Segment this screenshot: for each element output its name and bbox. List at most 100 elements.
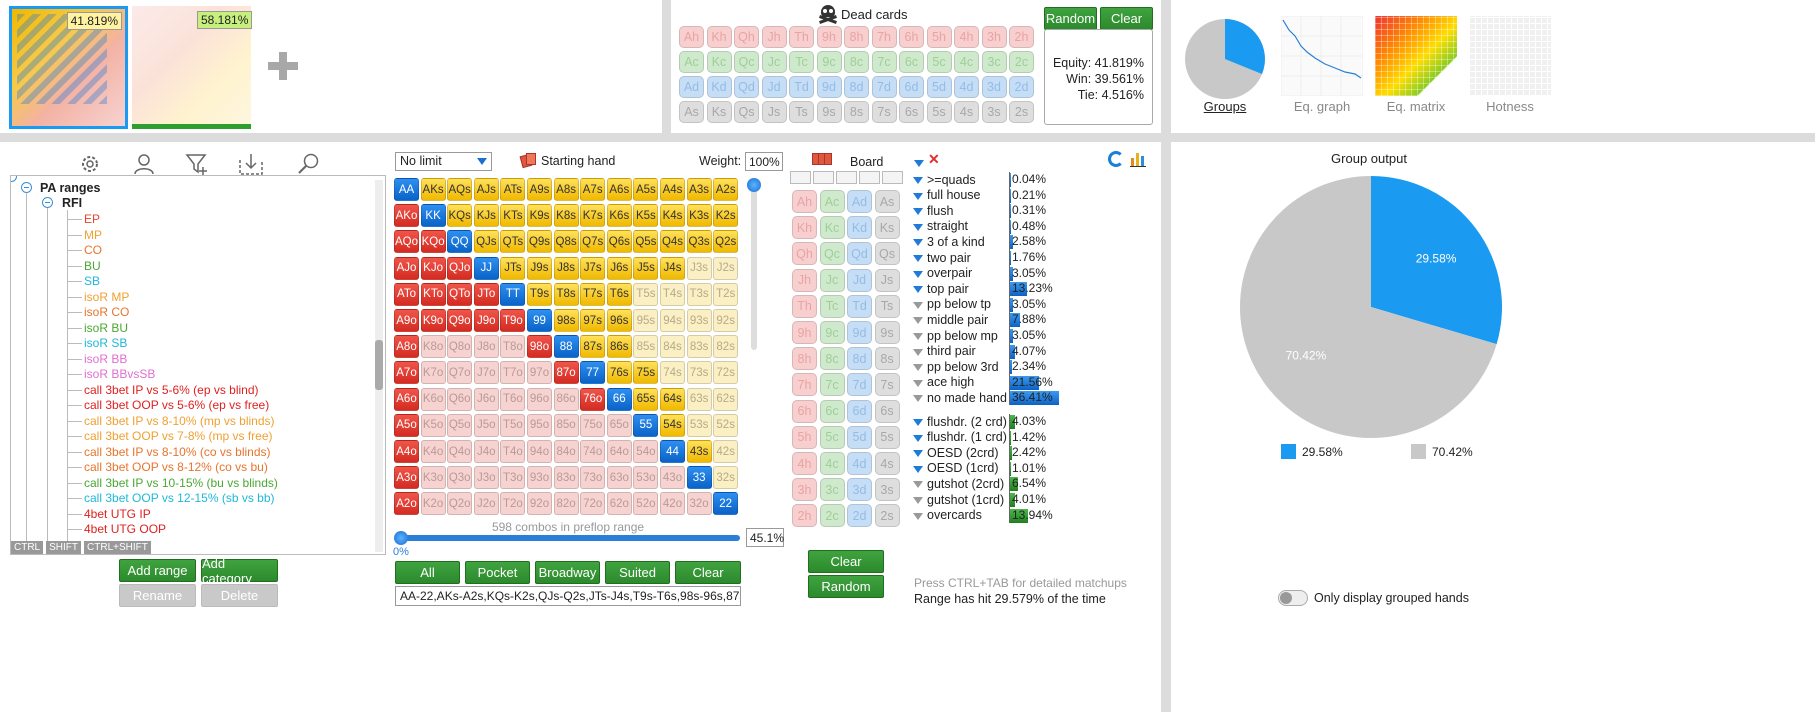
board-card[interactable]: 2h xyxy=(792,504,817,528)
matrix-cell[interactable]: 42s xyxy=(713,440,739,463)
matrix-cell[interactable]: 75o xyxy=(580,413,606,437)
matrix-cell[interactable]: 52s xyxy=(713,413,739,437)
matrix-cell[interactable]: T8o xyxy=(500,335,526,359)
range-thumbnail-2[interactable]: 58.181% xyxy=(132,6,253,129)
dead-card[interactable]: Kd xyxy=(706,76,732,98)
matrix-cell[interactable]: KQs xyxy=(447,204,473,228)
stat-row[interactable]: third pair xyxy=(913,344,976,359)
matrix-cell[interactable]: Q6o xyxy=(447,387,473,411)
board-card[interactable]: Jh xyxy=(792,268,817,292)
board-card[interactable]: 4h xyxy=(792,452,817,475)
board-card[interactable]: Qs xyxy=(874,242,900,266)
matrix-cell[interactable]: A4o xyxy=(394,440,419,463)
matrix-cell[interactable]: 95o xyxy=(527,413,552,437)
matrix-cell[interactable]: Q4o xyxy=(447,440,473,463)
matrix-cell[interactable]: 93o xyxy=(527,466,552,490)
board-card[interactable]: Td xyxy=(847,294,872,318)
eq-graph-thumbnail[interactable] xyxy=(1280,15,1364,97)
matrix-cell[interactable]: J7o xyxy=(473,361,499,385)
matrix-cell[interactable]: 43s xyxy=(686,440,712,463)
filter-icon[interactable] xyxy=(914,154,926,167)
dead-card[interactable]: As xyxy=(679,101,704,123)
matrix-cell[interactable]: T5s xyxy=(633,282,659,306)
matrix-cell[interactable]: K9s xyxy=(527,204,552,228)
filter-icon[interactable] xyxy=(913,481,923,489)
tree-item-range[interactable]: BU xyxy=(84,258,101,273)
matrix-cell[interactable]: Q2s xyxy=(713,230,739,254)
eq-matrix-thumbnail[interactable] xyxy=(1375,16,1457,96)
matrix-cell[interactable]: 97s xyxy=(580,309,606,332)
tree-item-range[interactable]: MP xyxy=(84,227,102,242)
matrix-cell[interactable]: 98o xyxy=(527,335,552,359)
matrix-cell[interactable]: 64s xyxy=(660,387,685,411)
matrix-cell[interactable]: K5o xyxy=(420,413,446,437)
stat-row[interactable]: overpair xyxy=(913,266,972,281)
board-card[interactable]: 7d xyxy=(847,373,872,397)
only-grouped-toggle[interactable] xyxy=(1278,590,1308,606)
suited-button[interactable]: Suited xyxy=(605,561,670,584)
broadway-button[interactable]: Broadway xyxy=(535,561,600,584)
tab-eq-graph[interactable]: Eq. graph xyxy=(1293,99,1351,114)
matrix-cell[interactable]: J9s xyxy=(527,256,552,280)
filter-icon[interactable] xyxy=(913,208,923,216)
matrix-cell[interactable]: 32s xyxy=(713,466,739,490)
dead-card[interactable]: 7s xyxy=(871,101,897,123)
dead-card[interactable]: 5c xyxy=(926,51,952,73)
matrix-cell[interactable]: AQs xyxy=(447,178,473,201)
tree-scrollbar[interactable] xyxy=(375,180,383,552)
board-card[interactable]: 6d xyxy=(847,399,872,423)
dead-card[interactable]: 7c xyxy=(871,51,897,73)
tree-collapse-icon[interactable] xyxy=(11,176,17,182)
filter-icon[interactable] xyxy=(913,286,923,294)
matrix-cell[interactable]: 22 xyxy=(713,492,739,516)
matrix-cell[interactable]: 74o xyxy=(580,440,606,463)
board-card[interactable]: 5d xyxy=(847,425,872,449)
matrix-cell[interactable]: QQ xyxy=(447,230,473,254)
board-card[interactable]: 7c xyxy=(819,373,845,397)
range-thumbnail-1[interactable]: 41.819% xyxy=(9,6,128,129)
matrix-cell[interactable]: T7o xyxy=(500,361,526,385)
filter-icon[interactable] xyxy=(913,395,923,403)
matrix-cell[interactable]: J5o xyxy=(473,413,499,437)
stat-row[interactable]: gutshot (1crd) xyxy=(913,492,1004,507)
matrix-cell[interactable]: Q2o xyxy=(447,492,473,516)
filter-icon[interactable] xyxy=(913,512,923,520)
matrix-cell[interactable]: 94o xyxy=(527,440,552,463)
matrix-cell[interactable]: A9o xyxy=(394,309,419,332)
matrix-cell[interactable]: A6o xyxy=(394,387,419,411)
dead-card[interactable]: 5d xyxy=(926,76,952,98)
matrix-cell[interactable]: T7s xyxy=(580,282,606,306)
matrix-cell[interactable]: KJo xyxy=(420,256,446,280)
matrix-cell[interactable]: 86o xyxy=(553,387,579,411)
matrix-cell[interactable]: 65s xyxy=(633,387,659,411)
matrix-cell[interactable]: 83s xyxy=(686,335,712,359)
matrix-cell[interactable]: J5s xyxy=(633,256,659,280)
matrix-cell[interactable]: A9s xyxy=(527,178,552,201)
matrix-cell[interactable]: A2s xyxy=(713,178,739,201)
board-card[interactable]: 3c xyxy=(819,478,845,502)
matrix-cell[interactable]: J4o xyxy=(473,440,499,463)
matrix-cell[interactable]: J9o xyxy=(473,309,499,332)
root-collapse-icon[interactable] xyxy=(21,182,32,193)
matrix-cell[interactable]: 94s xyxy=(660,309,685,332)
board-card[interactable]: Qc xyxy=(819,242,845,266)
dead-card[interactable]: 5h xyxy=(926,26,952,48)
dead-card[interactable]: Td xyxy=(789,76,814,98)
board-card[interactable]: 7s xyxy=(874,373,900,397)
matrix-cell[interactable]: 95s xyxy=(633,309,659,332)
matrix-cell[interactable]: T4s xyxy=(660,282,685,306)
matrix-cell[interactable]: 96o xyxy=(527,387,552,411)
stat-row[interactable]: flushdr. (1 crd) xyxy=(913,430,1007,445)
board-card[interactable]: 6s xyxy=(874,399,900,423)
board-card[interactable]: Th xyxy=(792,294,817,318)
matrix-cell[interactable]: Q7s xyxy=(580,230,606,254)
matrix-cell[interactable]: K7o xyxy=(420,361,446,385)
matrix-cell[interactable]: AJo xyxy=(394,256,419,280)
matrix-cell[interactable]: 82o xyxy=(553,492,579,516)
board-card[interactable]: 8d xyxy=(847,347,872,371)
matrix-cell[interactable]: J3o xyxy=(473,466,499,490)
stat-row[interactable]: flushdr. (2 crd) xyxy=(913,414,1007,429)
board-card[interactable]: 6h xyxy=(792,399,817,423)
tab-groups[interactable]: Groups xyxy=(1203,99,1247,114)
matrix-cell[interactable]: Q4s xyxy=(660,230,685,254)
